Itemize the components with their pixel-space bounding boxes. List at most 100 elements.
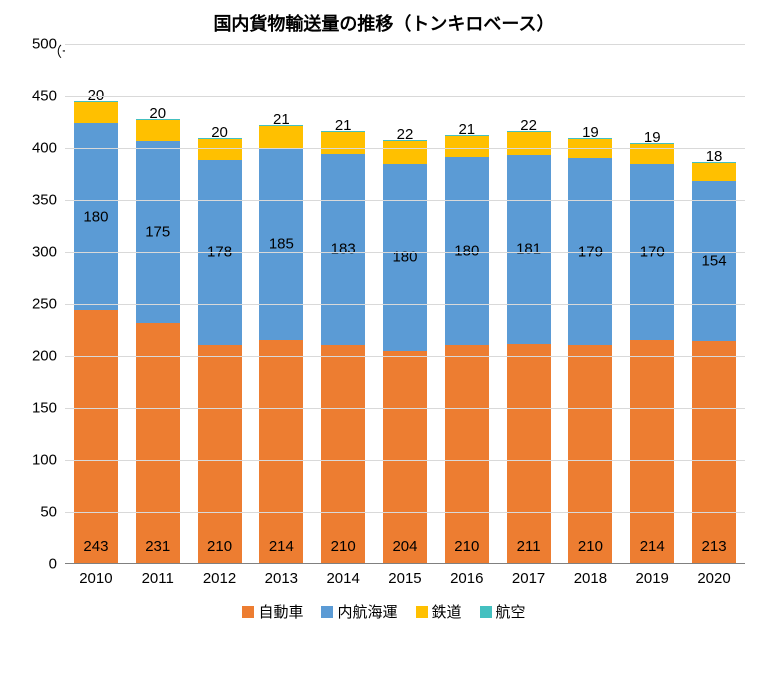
bar-segment	[692, 162, 736, 163]
bar-segment: 20	[198, 139, 242, 160]
bar-segment	[259, 125, 303, 126]
x-tick-label: 2011	[136, 570, 180, 587]
gridline	[65, 148, 745, 149]
bar-segment	[383, 140, 427, 141]
chart-title: 国内貨物輸送量の推移（トンキロベース）	[10, 10, 758, 36]
legend-label: 内航海運	[337, 601, 397, 622]
plot-area: 2431802023117520210178202141852121018321…	[65, 44, 745, 564]
bar-segment: 214	[630, 340, 674, 563]
x-tick-label: 2018	[568, 570, 612, 587]
x-tick-label: 2015	[383, 570, 427, 587]
y-tick-label: 200	[32, 348, 57, 365]
bar-column: 21417019	[630, 143, 674, 563]
bar-value-label: 214	[269, 538, 294, 555]
bar-column: 21018321	[321, 131, 365, 563]
bar-segment: 231	[136, 323, 180, 563]
gridline	[65, 460, 745, 461]
bar-segment: 21	[445, 136, 489, 158]
legend-item: 内航海運	[321, 601, 397, 622]
bar-segment: 181	[507, 155, 551, 343]
bar-value-label: 180	[83, 208, 108, 225]
bar-segment: 214	[259, 340, 303, 563]
bar-value-label: 214	[640, 538, 665, 555]
gridline	[65, 252, 745, 253]
y-tick-label: 300	[32, 244, 57, 261]
chart-container: 国内貨物輸送量の推移（トンキロベース） （十億トンキロ） 24318020231…	[10, 10, 758, 622]
y-tick-label: 100	[32, 452, 57, 469]
y-tick-label: 500	[32, 36, 57, 53]
bar-segment: 210	[445, 345, 489, 563]
bar-value-label: 210	[578, 538, 603, 555]
bar-column: 21017919	[568, 138, 612, 563]
bar-segment	[507, 131, 551, 132]
y-tick-label: 150	[32, 400, 57, 417]
legend-label: 鉄道	[432, 601, 462, 622]
legend-swatch	[480, 606, 492, 618]
bar-segment: 180	[74, 123, 118, 310]
bar-segment: 210	[198, 345, 242, 563]
bar-column: 21018021	[445, 135, 489, 563]
bar-segment: 185	[259, 148, 303, 340]
bar-column: 21017820	[198, 138, 242, 563]
bar-segment: 175	[136, 141, 180, 323]
y-tick-label: 0	[49, 556, 57, 573]
bar-segment	[321, 131, 365, 132]
bar-column: 21418521	[259, 125, 303, 563]
legend-item: 自動車	[242, 601, 303, 622]
gridline	[65, 356, 745, 357]
bar-value-label: 181	[516, 241, 541, 258]
gridline	[65, 200, 745, 201]
gridline	[65, 96, 745, 97]
bar-value-label: 211	[517, 538, 541, 555]
gridline	[65, 44, 745, 45]
legend-item: 鉄道	[416, 601, 462, 622]
legend: 自動車 内航海運 鉄道 航空	[10, 601, 758, 622]
bar-segment: 20	[136, 120, 180, 141]
bar-segment: 211	[507, 344, 551, 563]
bar-segment: 19	[630, 144, 674, 164]
bar-value-label: 183	[331, 241, 356, 258]
x-tick-label: 2019	[630, 570, 674, 587]
bar-segment	[198, 138, 242, 139]
bar-value-label: 210	[454, 538, 479, 555]
x-tick-label: 2016	[445, 570, 489, 587]
bar-value-label: 175	[145, 223, 170, 240]
legend-swatch	[242, 606, 254, 618]
bar-value-label: 213	[702, 538, 727, 555]
bar-segment: 22	[383, 141, 427, 164]
y-tick-label: 50	[40, 504, 57, 521]
bar-column: 243 180 20	[74, 101, 118, 563]
bar-segment: 183	[321, 154, 365, 344]
bar-segment: 204	[383, 351, 427, 563]
gridline	[65, 512, 745, 513]
bar-value-label: 204	[392, 538, 417, 555]
bar-segment: 18	[692, 163, 736, 182]
plot-wrapper: 2431802023117520210178202141852121018321…	[65, 44, 758, 587]
legend-label: 航空	[496, 601, 526, 622]
bar-value-label: 185	[269, 236, 294, 253]
bar-value-label: 243	[83, 538, 108, 555]
x-tick-label: 2017	[507, 570, 551, 587]
bar-value-label: 231	[145, 538, 170, 555]
legend-swatch	[321, 606, 333, 618]
bar-column: 20418022	[383, 140, 427, 563]
bar-segment: 22	[507, 132, 551, 155]
bar-segment: 154	[692, 181, 736, 341]
bar-segment	[630, 143, 674, 144]
x-tick-label: 2013	[259, 570, 303, 587]
bar-segment	[74, 101, 118, 102]
bar-column: 231 175 20	[136, 119, 180, 563]
bar-column: 213 15418	[692, 162, 736, 563]
bar-column: 211 181 22	[507, 131, 551, 563]
gridline	[65, 408, 745, 409]
bar-segment	[568, 138, 612, 139]
bar-value-label: 210	[207, 538, 232, 555]
y-tick-label: 250	[32, 296, 57, 313]
legend-swatch	[416, 606, 428, 618]
bar-segment: 20	[74, 102, 118, 123]
y-tick-label: 400	[32, 140, 57, 157]
legend-item: 航空	[480, 601, 526, 622]
y-tick-label: 450	[32, 88, 57, 105]
bar-segment	[136, 119, 180, 120]
x-tick-label: 2020	[692, 570, 736, 587]
